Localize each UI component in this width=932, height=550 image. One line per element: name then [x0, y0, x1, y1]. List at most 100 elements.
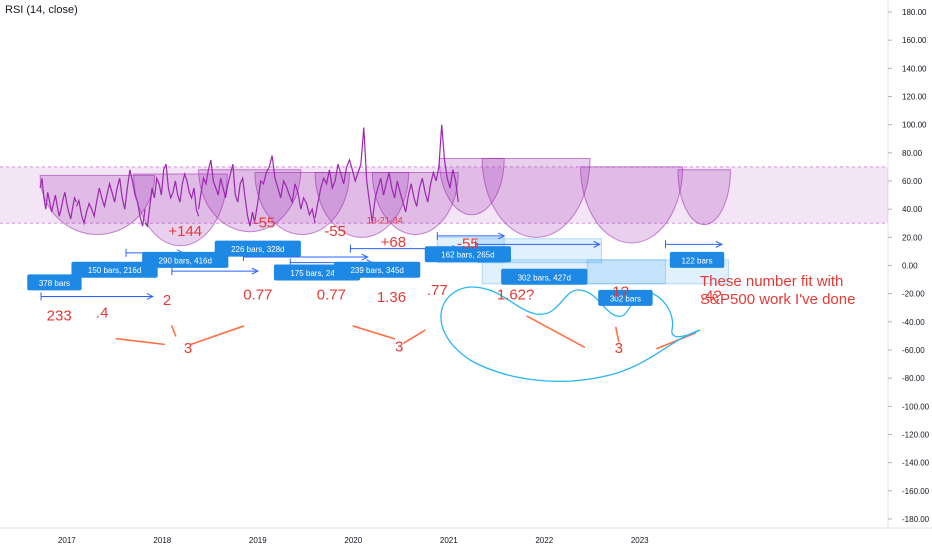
rsi-segment: [254, 155, 316, 224]
measure-label: 378 bars: [27, 274, 82, 291]
annotation-text: -55: [254, 214, 276, 231]
orange-stroke: [656, 332, 696, 350]
cycle-arc: [580, 166, 684, 244]
arrow-head: [593, 240, 601, 248]
rsi-segment: [314, 127, 373, 224]
orange-stroke: [352, 325, 396, 340]
y-axis[interactable]: 180.00 160.00 140.00 120.00 100.00 80.00 60.00…: [888, 8, 930, 524]
y-tick-label: 40.00: [902, 205, 923, 214]
measure-label-text: 226 bars, 328d: [231, 245, 284, 254]
x-axis[interactable]: 2017 2018 2019 2020 2021 2022 2023: [58, 536, 649, 545]
cycle-arcs: [39, 157, 731, 247]
y-tick-label: 80.00: [902, 149, 923, 158]
y-tick-label: 120.00: [902, 93, 927, 102]
rsi-segment: [144, 163, 200, 228]
measure-label-text: 175 bars, 249d: [290, 269, 343, 278]
annotation-text: 3: [395, 338, 403, 355]
plot-area: [0, 0, 932, 529]
y-tick-label: 140.00: [902, 64, 927, 73]
measure-label-bg: [424, 246, 511, 263]
freehand-stroke: [440, 286, 701, 382]
measure-label: 239 bars, 345d: [334, 261, 421, 278]
measure-label-bg: [669, 251, 725, 268]
y-tick-label: 0.00: [902, 262, 918, 271]
y-tick-label: 100.00: [902, 121, 927, 130]
rsi-segment: [371, 124, 459, 221]
annotation-text: -55: [324, 223, 346, 240]
measure-label-text: 302 bars: [610, 294, 641, 303]
x-tick-label: 2022: [535, 536, 553, 545]
measure-label-text: 378 bars: [39, 279, 70, 288]
y-tick-label: -40.00: [902, 318, 925, 327]
overbought-oversold-band: [0, 166, 888, 224]
indicator-label[interactable]: RSI (14, close): [5, 4, 78, 16]
orange-stroke: [115, 337, 166, 346]
y-tick-label: -60.00: [902, 346, 925, 355]
annotation-text: 233: [47, 307, 72, 324]
measure-label: 162 bars, 265d: [424, 246, 511, 263]
annotation-text: 1?: [612, 283, 629, 300]
annotation-text: 0.77: [317, 286, 346, 303]
measure-arrow: [665, 240, 723, 249]
y-tick-label: -160.00: [902, 487, 930, 496]
annotation-text: 13-21-34: [367, 215, 403, 225]
annotation-text: +68: [381, 234, 406, 251]
y-tick-label: -80.00: [902, 374, 925, 383]
y-tick-label: -20.00: [902, 290, 925, 299]
rsi-band: [0, 166, 888, 224]
measure-labels: 378 bars 150 bars, 216d 290 bars, 416d 226 …: [27, 240, 725, 306]
measure-label-bg: [27, 274, 82, 291]
measure-label-text: 122 bars: [681, 256, 712, 265]
measure-arrow: [436, 231, 506, 240]
x-tick-label: 2023: [631, 536, 649, 545]
y-tick-label: 60.00: [902, 177, 923, 186]
annotations: 233 .4 2 +144 0.77 -55 0.77 -55 13-21-34 +68 1.36.…: [47, 214, 856, 356]
annotation-text: +144: [168, 223, 202, 240]
arrow-head: [715, 240, 723, 248]
rsi-segment: [75, 169, 146, 227]
measure-label: 122 bars: [669, 251, 725, 268]
measure-label: 226 bars, 328d: [214, 240, 301, 257]
y-tick-label: -120.00: [902, 431, 930, 440]
measure-label: 302 bars: [598, 289, 653, 306]
orange-stroke: [615, 326, 620, 343]
freehand-circle: [440, 286, 701, 382]
orange-strokes: [115, 315, 696, 350]
y-tick-label: 20.00: [902, 233, 923, 242]
y-tick-label: -180.00: [902, 515, 930, 524]
orange-stroke: [190, 325, 245, 346]
orange-stroke: [526, 315, 586, 348]
measure-label: 302 bars, 427d: [501, 268, 588, 285]
measure-label-bg: [214, 240, 301, 257]
arrow-head: [251, 267, 259, 275]
cycle-arc: [677, 169, 731, 226]
measure-label-text: 162 bars, 265d: [441, 251, 494, 260]
measure-label-text: 302 bars, 427d: [518, 273, 571, 282]
annotation-text: .4: [96, 305, 109, 322]
annotation-text: .4?: [701, 288, 722, 305]
x-tick-label: 2019: [249, 536, 267, 545]
measure-label-bg: [71, 261, 158, 278]
measure-label-bg: [501, 268, 588, 285]
arrow-head: [361, 253, 369, 261]
annotation-text: 1.62?: [497, 286, 535, 303]
annotation-text: 1.36: [377, 289, 406, 306]
annotation-text: 3: [184, 340, 192, 357]
cycle-arc: [438, 157, 505, 216]
note-text: These number fit with: [700, 273, 843, 290]
x-tick-label: 2021: [440, 536, 458, 545]
cycle-arc: [481, 157, 591, 238]
measure-arrow: [171, 267, 259, 276]
measure-label-text: 239 bars, 345d: [350, 266, 403, 275]
y-tick-label: -100.00: [902, 402, 930, 411]
measure-label-bg: [334, 261, 421, 278]
rsi-line: [39, 124, 459, 228]
measure-label: 150 bars, 216d: [71, 261, 158, 278]
annotation-text: .77: [427, 282, 448, 299]
orange-stroke: [171, 325, 177, 337]
y-tick-label: 180.00: [902, 8, 927, 17]
measure-label-bg: [142, 251, 229, 268]
measure-label-text: 290 bars, 416d: [159, 256, 212, 265]
